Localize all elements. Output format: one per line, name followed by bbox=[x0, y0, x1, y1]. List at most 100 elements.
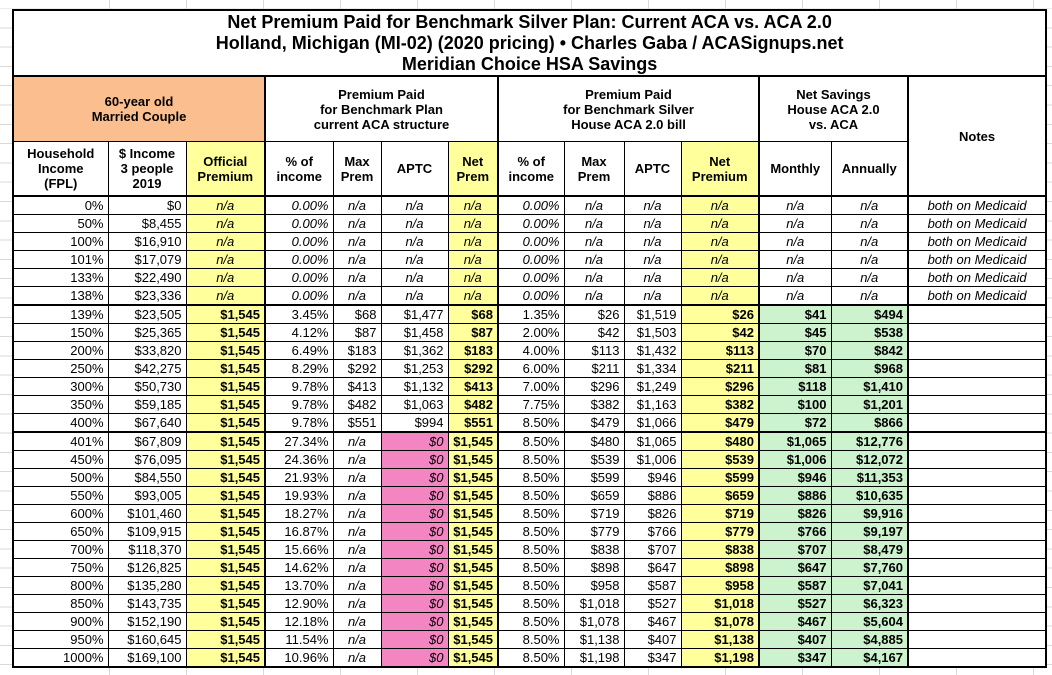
cell-aca-max-prem[interactable]: n/a bbox=[332, 250, 382, 269]
cell-income[interactable]: $50,730 bbox=[107, 377, 187, 396]
cell-aca-max-prem[interactable]: $68 bbox=[332, 304, 382, 324]
cell-notes[interactable] bbox=[907, 304, 1047, 324]
cell-savings-monthly[interactable]: $118 bbox=[758, 377, 832, 396]
cell-official-premium[interactable]: n/a bbox=[185, 232, 266, 251]
cell-aca-pct-of-income[interactable]: 0.00% bbox=[264, 250, 334, 269]
cell-house-max-prem[interactable]: $599 bbox=[563, 468, 625, 487]
cell-house-pct-of-income[interactable]: 8.50% bbox=[497, 540, 565, 559]
cell-notes[interactable] bbox=[907, 377, 1047, 396]
cell-notes[interactable] bbox=[907, 486, 1047, 505]
cell-house-net-premium[interactable]: n/a bbox=[680, 250, 760, 269]
cell-house-pct-of-income[interactable]: 8.50% bbox=[497, 468, 565, 487]
cell-savings-annually[interactable]: $5,604 bbox=[830, 612, 909, 631]
cell-aca-pct-of-income[interactable]: 4.12% bbox=[264, 323, 334, 342]
cell-house-net-premium[interactable]: $113 bbox=[680, 341, 760, 360]
cell-house-net-premium[interactable]: $1,138 bbox=[680, 630, 760, 649]
cell-house-aptc[interactable]: $467 bbox=[623, 612, 682, 631]
cell-fpl[interactable]: 200% bbox=[12, 341, 109, 360]
cell-house-net-premium[interactable]: n/a bbox=[680, 232, 760, 251]
cell-aca-aptc[interactable]: $0 bbox=[380, 504, 449, 523]
cell-aca-pct-of-income[interactable]: 11.54% bbox=[264, 630, 334, 649]
cell-house-aptc[interactable]: $826 bbox=[623, 504, 682, 523]
cell-savings-annually[interactable]: n/a bbox=[830, 250, 909, 269]
cell-income[interactable]: $23,505 bbox=[107, 304, 187, 324]
cell-house-net-premium[interactable]: $958 bbox=[680, 576, 760, 595]
cell-aca-max-prem[interactable]: n/a bbox=[332, 504, 382, 523]
cell-income[interactable]: $152,190 bbox=[107, 612, 187, 631]
cell-aca-net-prem[interactable]: $1,545 bbox=[447, 630, 499, 649]
cell-house-aptc[interactable]: $707 bbox=[623, 540, 682, 559]
cell-aca-pct-of-income[interactable]: 13.70% bbox=[264, 576, 334, 595]
cell-aca-net-prem[interactable]: n/a bbox=[447, 250, 499, 269]
cell-savings-annually[interactable]: $842 bbox=[830, 341, 909, 360]
cell-fpl[interactable]: 850% bbox=[12, 594, 109, 613]
cell-house-pct-of-income[interactable]: 8.50% bbox=[497, 612, 565, 631]
cell-house-net-premium[interactable]: $42 bbox=[680, 323, 760, 342]
cell-aca-net-prem[interactable]: n/a bbox=[447, 195, 499, 215]
cell-aca-aptc[interactable]: $1,458 bbox=[380, 323, 449, 342]
cell-official-premium[interactable]: $1,545 bbox=[185, 522, 266, 541]
cell-aca-pct-of-income[interactable]: 24.36% bbox=[264, 450, 334, 469]
cell-aca-pct-of-income[interactable]: 0.00% bbox=[264, 214, 334, 233]
cell-house-aptc[interactable]: $527 bbox=[623, 594, 682, 613]
cell-savings-annually[interactable]: $9,916 bbox=[830, 504, 909, 523]
cell-income[interactable]: $17,079 bbox=[107, 250, 187, 269]
cell-notes[interactable] bbox=[907, 395, 1047, 414]
cell-house-max-prem[interactable]: n/a bbox=[563, 195, 625, 215]
cell-house-pct-of-income[interactable]: 2.00% bbox=[497, 323, 565, 342]
cell-house-net-premium[interactable]: $539 bbox=[680, 450, 760, 469]
cell-savings-monthly[interactable]: $1,006 bbox=[758, 450, 832, 469]
cell-official-premium[interactable]: $1,545 bbox=[185, 468, 266, 487]
cell-savings-monthly[interactable]: n/a bbox=[758, 232, 832, 251]
cell-house-pct-of-income[interactable]: 8.50% bbox=[497, 576, 565, 595]
cell-aca-max-prem[interactable]: n/a bbox=[332, 648, 382, 668]
cell-savings-monthly[interactable]: n/a bbox=[758, 250, 832, 269]
cell-aca-pct-of-income[interactable]: 0.00% bbox=[264, 268, 334, 287]
cell-house-max-prem[interactable]: $898 bbox=[563, 558, 625, 577]
cell-house-pct-of-income[interactable]: 0.00% bbox=[497, 214, 565, 233]
cell-savings-annually[interactable]: $968 bbox=[830, 359, 909, 378]
cell-aca-max-prem[interactable]: $482 bbox=[332, 395, 382, 414]
cell-aca-max-prem[interactable]: $87 bbox=[332, 323, 382, 342]
cell-house-max-prem[interactable]: $1,198 bbox=[563, 648, 625, 668]
cell-house-max-prem[interactable]: $719 bbox=[563, 504, 625, 523]
cell-fpl[interactable]: 450% bbox=[12, 450, 109, 469]
cell-house-pct-of-income[interactable]: 8.50% bbox=[497, 504, 565, 523]
cell-aca-net-prem[interactable]: $1,545 bbox=[447, 431, 499, 451]
cell-official-premium[interactable]: $1,545 bbox=[185, 377, 266, 396]
cell-aca-pct-of-income[interactable]: 21.93% bbox=[264, 468, 334, 487]
cell-aca-pct-of-income[interactable]: 12.90% bbox=[264, 594, 334, 613]
cell-house-pct-of-income[interactable]: 0.00% bbox=[497, 286, 565, 306]
cell-aca-net-prem[interactable]: $1,545 bbox=[447, 504, 499, 523]
cell-notes[interactable] bbox=[907, 576, 1047, 595]
cell-aca-max-prem[interactable]: n/a bbox=[332, 486, 382, 505]
cell-savings-annually[interactable]: $7,760 bbox=[830, 558, 909, 577]
cell-aca-max-prem[interactable]: $551 bbox=[332, 413, 382, 433]
cell-aca-max-prem[interactable]: n/a bbox=[332, 286, 382, 306]
cell-official-premium[interactable]: $1,545 bbox=[185, 323, 266, 342]
cell-aca-net-prem[interactable]: n/a bbox=[447, 286, 499, 306]
cell-house-aptc[interactable]: $886 bbox=[623, 486, 682, 505]
cell-aca-aptc[interactable]: $0 bbox=[380, 522, 449, 541]
cell-aca-max-prem[interactable]: n/a bbox=[332, 630, 382, 649]
cell-aca-max-prem[interactable]: n/a bbox=[332, 594, 382, 613]
cell-house-pct-of-income[interactable]: 8.50% bbox=[497, 648, 565, 668]
cell-fpl[interactable]: 550% bbox=[12, 486, 109, 505]
cell-notes[interactable] bbox=[907, 431, 1047, 451]
cell-fpl[interactable]: 400% bbox=[12, 413, 109, 433]
cell-house-net-premium[interactable]: $480 bbox=[680, 431, 760, 451]
cell-aca-net-prem[interactable]: $1,545 bbox=[447, 612, 499, 631]
cell-savings-monthly[interactable]: n/a bbox=[758, 286, 832, 306]
cell-fpl[interactable]: 139% bbox=[12, 304, 109, 324]
cell-fpl[interactable]: 1000% bbox=[12, 648, 109, 668]
cell-income[interactable]: $67,809 bbox=[107, 431, 187, 451]
cell-aca-pct-of-income[interactable]: 0.00% bbox=[264, 195, 334, 215]
cell-income[interactable]: $22,490 bbox=[107, 268, 187, 287]
cell-house-net-premium[interactable]: $898 bbox=[680, 558, 760, 577]
cell-aca-aptc[interactable]: $0 bbox=[380, 431, 449, 451]
cell-aca-aptc[interactable]: $994 bbox=[380, 413, 449, 433]
cell-house-aptc[interactable]: $1,334 bbox=[623, 359, 682, 378]
cell-official-premium[interactable]: $1,545 bbox=[185, 450, 266, 469]
cell-income[interactable]: $84,550 bbox=[107, 468, 187, 487]
cell-house-max-prem[interactable]: n/a bbox=[563, 250, 625, 269]
